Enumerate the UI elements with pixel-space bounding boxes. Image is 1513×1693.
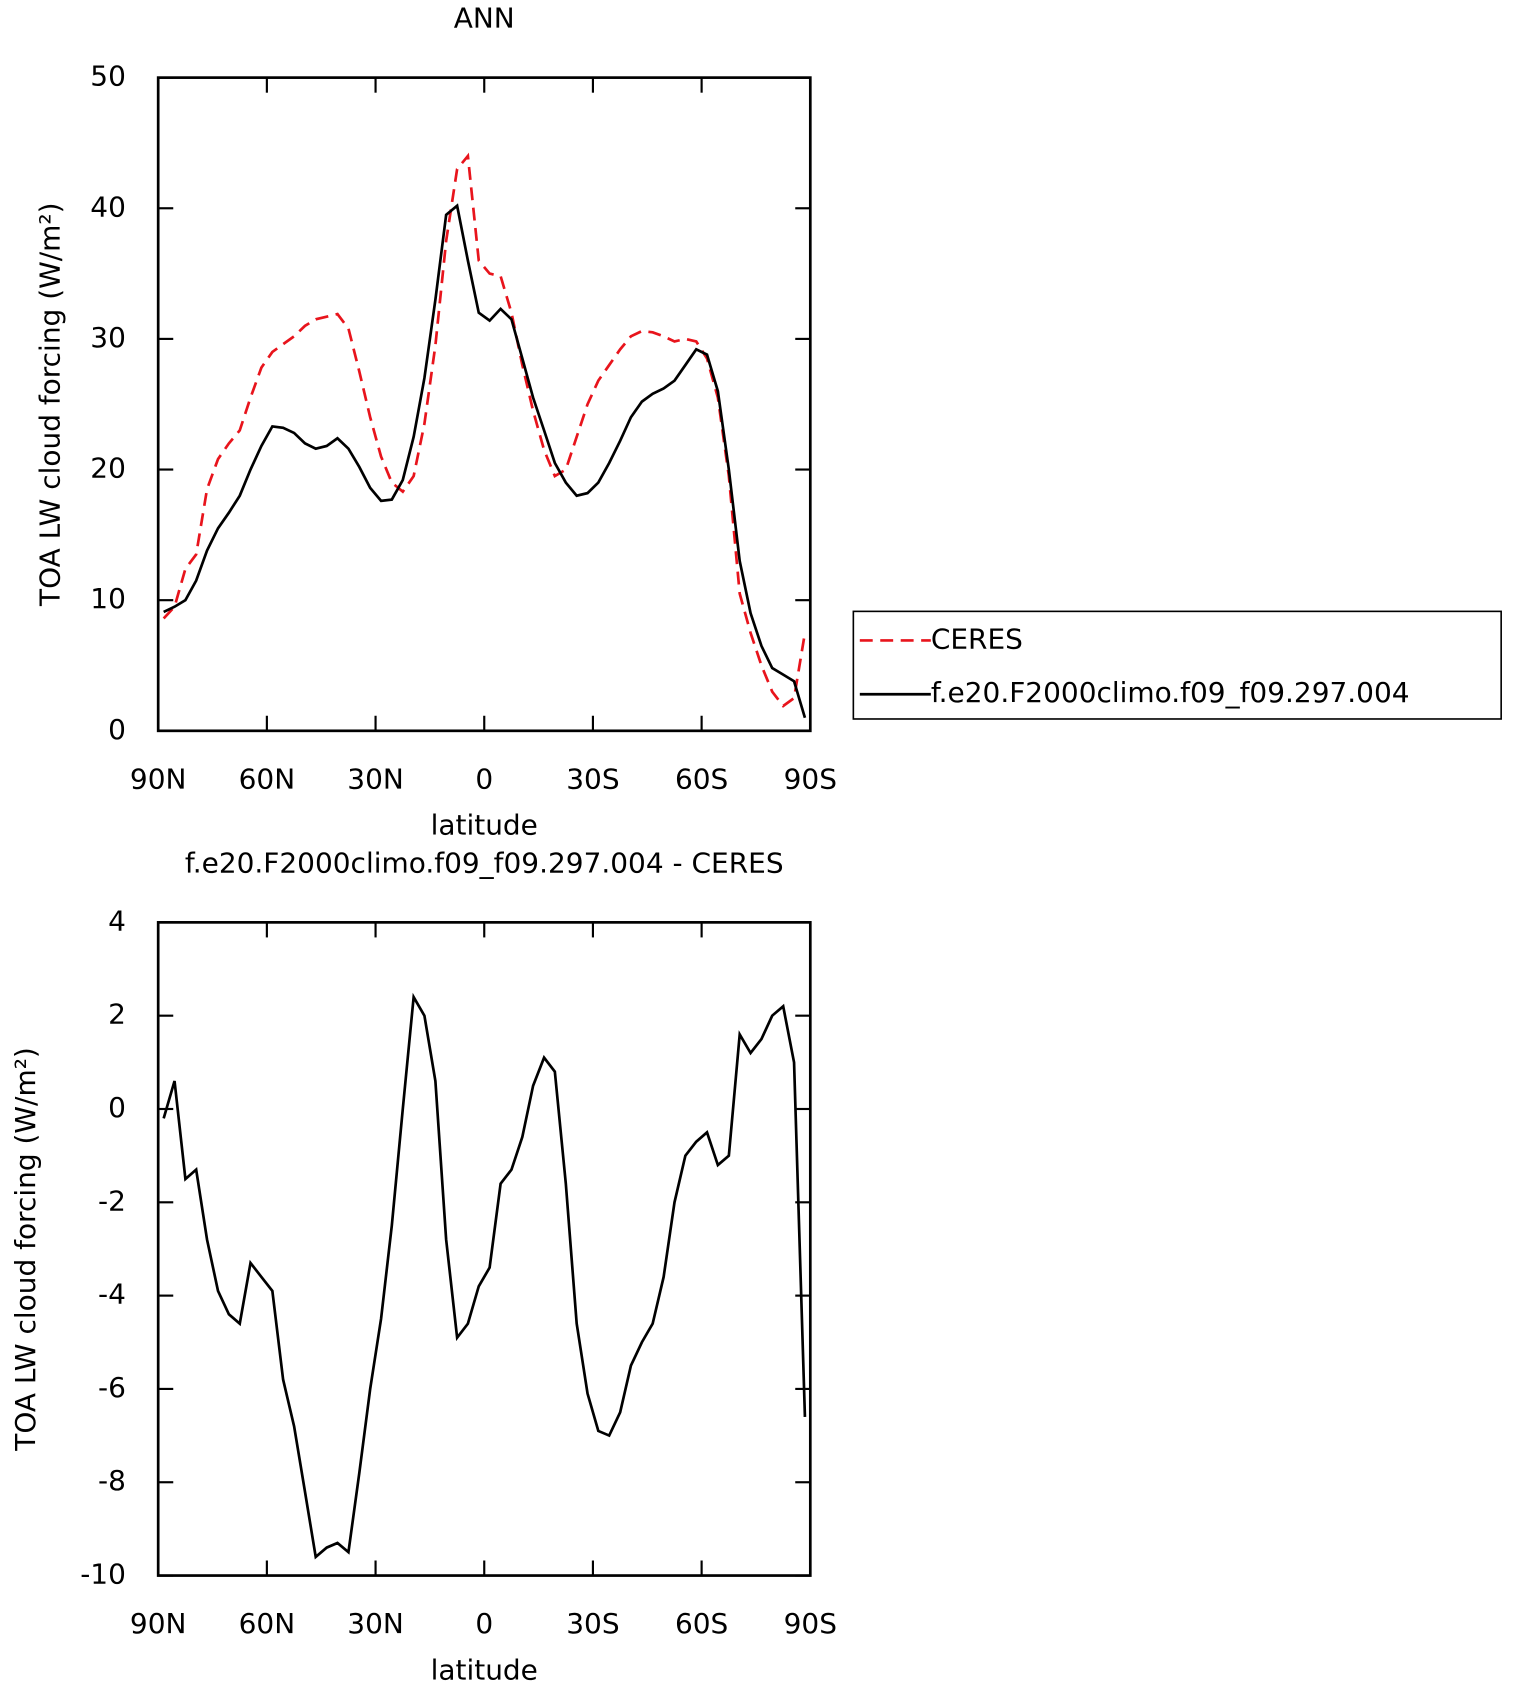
series-line [162,152,807,708]
y-tick-label: 2 [108,998,126,1031]
plot-frame [156,921,812,1577]
legend-label: f.e20.F2000climo.f09_f09.297.004 [931,676,1410,709]
y-tick-label: 40 [90,190,126,223]
x-tick-label: 30N [347,762,404,795]
y-tick-label: 50 [90,60,126,93]
y-tick-label: -10 [80,1558,126,1591]
y-tick-label: 0 [108,1091,126,1124]
y-tick-label: 10 [90,582,126,615]
x-tick-label: 60N [239,1607,296,1640]
y-axis-label: TOA LW cloud forcing (W/m²) [9,1047,42,1452]
x-tick-label: 30S [566,1607,619,1640]
legend-label: CERES [931,622,1023,655]
x-tick-label: 30S [566,762,619,795]
y-tick-label: 4 [108,904,126,937]
x-axis-label: latitude [431,1653,538,1686]
chart-title: f.e20.F2000climo.f09_f09.297.004 - CERES [185,846,784,879]
x-tick-label: 0 [475,1607,493,1640]
x-tick-label: 60N [239,762,296,795]
chart-title: ANN [454,2,515,35]
x-axis-label: latitude [431,809,538,842]
y-axis-label: TOA LW cloud forcing (W/m²) [34,202,67,607]
y-tick-label: 20 [90,452,126,485]
series-line [163,203,807,719]
plot-frame [156,76,812,733]
y-tick-label: 0 [108,713,126,746]
series-line [162,992,807,1560]
x-tick-label: 90S [784,1607,837,1640]
legend-box [852,610,1502,720]
x-tick-label: 90N [130,762,187,795]
x-tick-label: 0 [475,762,493,795]
y-tick-label: -2 [98,1184,126,1217]
x-tick-label: 90S [784,762,837,795]
x-tick-label: 30N [347,1607,404,1640]
x-tick-label: 60S [675,1607,728,1640]
y-tick-label: -6 [98,1371,126,1404]
x-tick-label: 90N [130,1607,187,1640]
x-tick-label: 60S [675,762,728,795]
y-tick-label: -8 [98,1464,126,1497]
y-tick-label: 30 [90,321,126,354]
y-tick-label: -4 [98,1278,126,1311]
